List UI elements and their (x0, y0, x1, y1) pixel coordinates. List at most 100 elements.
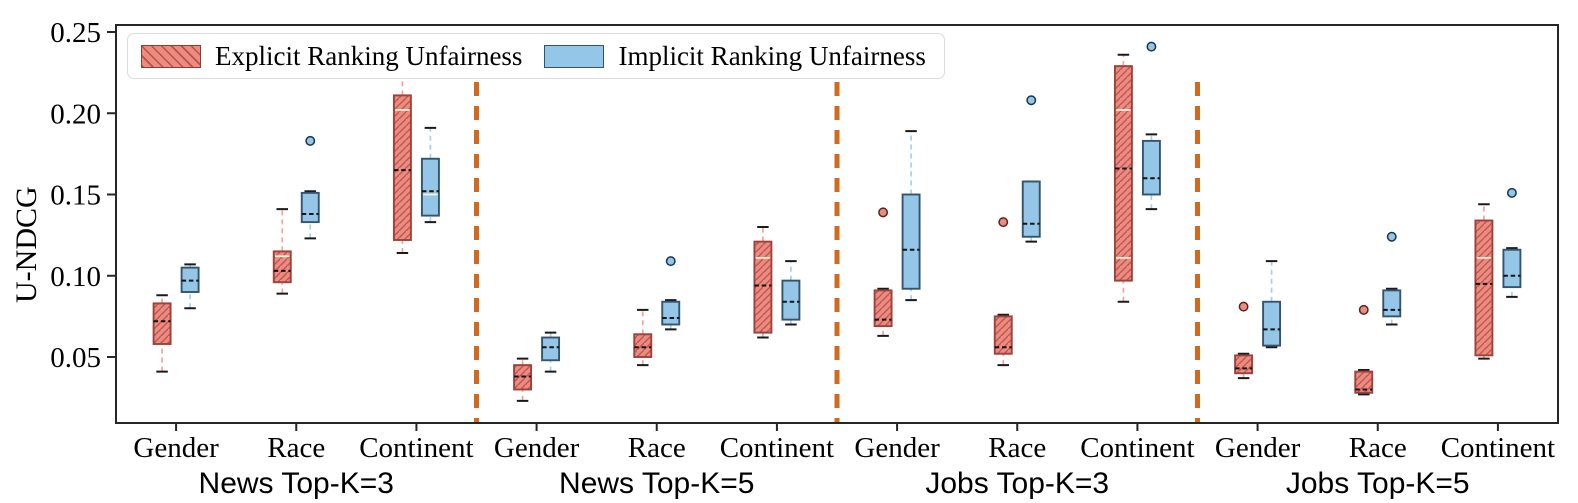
box-border (1502, 248, 1522, 289)
box-explicit (1113, 53, 1133, 303)
y-tick-label: 0.25 (50, 17, 101, 49)
box-explicit (1474, 203, 1494, 360)
box-hatch (1475, 220, 1493, 356)
x-tick-label: Gender (494, 432, 580, 464)
plot-border (115, 24, 1559, 424)
box-border (420, 157, 440, 217)
outlier-point (665, 256, 676, 267)
box-hatch (153, 303, 171, 344)
box-rect (1022, 181, 1040, 237)
box-explicit (1234, 301, 1254, 380)
box-border (300, 191, 320, 224)
box-border (781, 279, 801, 321)
box-implicit (661, 256, 681, 331)
box-border (541, 336, 561, 362)
box-border (993, 315, 1013, 355)
box-hatch (1114, 66, 1132, 281)
x-tick-label: Continent (1441, 432, 1555, 464)
box-explicit (873, 207, 893, 337)
box-hatch (1235, 355, 1253, 374)
x-tick-label: Race (1349, 432, 1407, 464)
box-implicit (1021, 95, 1041, 243)
legend-swatch-explicit-hatched (141, 44, 201, 68)
box-border (1021, 180, 1041, 238)
box-hatch (754, 241, 772, 333)
legend-item-implicit: Implicit Ranking Unfairness (544, 40, 926, 72)
group-label: Jobs Top-K=3 (925, 467, 1109, 500)
box-hatch (393, 95, 411, 240)
box-rect (782, 280, 800, 320)
box-explicit (753, 226, 773, 339)
box-implicit (1262, 260, 1282, 349)
box-rect (1503, 249, 1521, 288)
box-border (661, 300, 681, 326)
outlier-point (878, 207, 889, 218)
box-rect (902, 194, 920, 289)
box-explicit (1354, 304, 1374, 396)
outlier-point (1386, 231, 1397, 242)
box-implicit (901, 130, 921, 302)
box-border (1113, 65, 1133, 282)
box-implicit (180, 263, 200, 310)
box-border (1382, 289, 1402, 318)
group-label: News Top-K=5 (559, 467, 754, 500)
outlier-point (1238, 301, 1249, 312)
box-border (152, 302, 172, 345)
box-border (272, 250, 292, 284)
box-hatch (1355, 371, 1373, 393)
x-tick-label: Gender (1215, 432, 1301, 464)
y-tick-label: 0.15 (50, 180, 101, 212)
x-tick-label: Race (267, 432, 325, 464)
box-explicit (633, 308, 653, 367)
box-hatch (273, 251, 291, 283)
box-hatch (994, 316, 1012, 354)
box-implicit (781, 260, 801, 326)
box-border (1141, 139, 1161, 196)
box-border (392, 94, 412, 241)
box-border (633, 333, 653, 358)
box-explicit (993, 217, 1013, 367)
box-rect (421, 158, 439, 216)
box-rect (542, 337, 560, 361)
group-label: Jobs Top-K=5 (1286, 467, 1470, 500)
outlier-point (1026, 95, 1037, 106)
outlier-point (1358, 304, 1369, 315)
box-rect (662, 301, 680, 325)
box-hatch (634, 334, 652, 357)
x-tick-label: Race (988, 432, 1046, 464)
box-border (1234, 354, 1254, 375)
box-explicit (272, 208, 292, 295)
legend-item-explicit: Explicit Ranking Unfairness (141, 41, 522, 72)
box-rect (301, 192, 319, 223)
box-border (873, 289, 893, 328)
box-border (1354, 370, 1374, 394)
x-tick-label: Gender (854, 432, 940, 464)
box-implicit (1141, 41, 1161, 211)
box-implicit (1502, 187, 1522, 298)
box-rect (1383, 290, 1401, 317)
group-label: News Top-K=3 (199, 467, 394, 500)
legend-swatch-implicit-solid (544, 44, 605, 68)
box-hatch (874, 290, 892, 327)
outlier-point (1506, 187, 1517, 198)
y-tick-label: 0.20 (50, 98, 101, 130)
box-explicit (392, 76, 412, 254)
x-tick-label: Race (628, 432, 686, 464)
x-tick-label: Continent (720, 432, 834, 464)
legend-label-implicit: Implicit Ranking Unfairness (618, 40, 926, 71)
legend-label-explicit: Explicit Ranking Unfairness (215, 40, 523, 71)
outlier-point (1146, 41, 1157, 52)
box-implicit (300, 135, 320, 240)
outlier-point (998, 217, 1009, 228)
legend: Explicit Ranking Unfairness Implicit Ran… (127, 33, 945, 79)
box-rect (1142, 140, 1160, 195)
y-tick-label: 0.05 (50, 342, 101, 374)
box-border (1474, 219, 1494, 357)
x-tick-label: Continent (359, 432, 473, 464)
box-explicit (513, 357, 533, 402)
box-border (753, 240, 773, 334)
box-border (901, 193, 921, 290)
y-axis-label: U-NDCG (10, 186, 43, 304)
